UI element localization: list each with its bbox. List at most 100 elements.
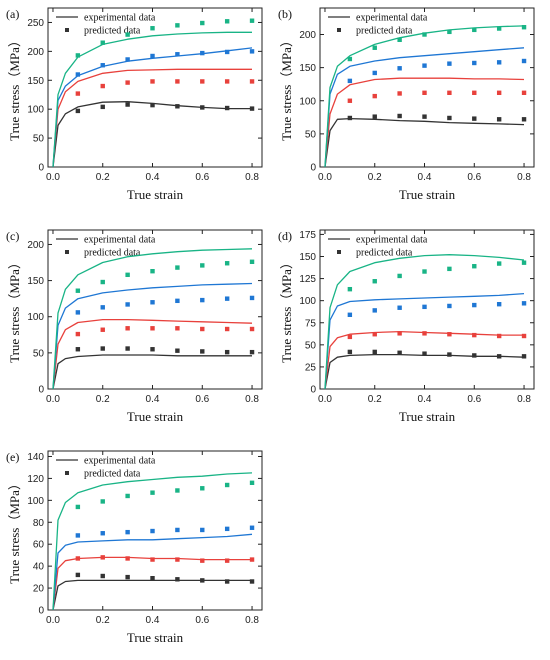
- predicted-point: [224, 79, 230, 84]
- y-tick-label: 100: [299, 296, 316, 307]
- experimental-line: [324, 25, 525, 168]
- panel-label: (d): [278, 229, 292, 243]
- predicted-point: [447, 61, 452, 66]
- panel-label: (e): [6, 450, 19, 464]
- predicted-point: [224, 19, 230, 24]
- predicted-point: [472, 116, 477, 121]
- predicted-point: [75, 572, 81, 578]
- legend-marker-swatch: [337, 28, 341, 32]
- predicted-point: [347, 98, 353, 103]
- legend-experimental-label: experimental data: [84, 13, 156, 24]
- chart-panel: 0.0 0.2 0.4 0.6 0.8 0 50 100 150 200 True strain Tr…: [278, 7, 535, 202]
- predicted-point: [372, 308, 377, 313]
- predicted-point: [75, 91, 81, 96]
- predicted-point: [224, 105, 230, 111]
- legend-experimental-label: experimental data: [356, 235, 428, 246]
- y-tick-label: 100: [27, 105, 44, 116]
- predicted-point: [496, 261, 502, 266]
- experimental-line: [52, 472, 253, 611]
- y-tick-label: 0: [310, 163, 316, 174]
- panel-label: (c): [6, 229, 19, 243]
- predicted-point: [447, 29, 452, 35]
- predicted-point: [224, 49, 230, 55]
- predicted-point: [200, 326, 205, 332]
- predicted-point: [150, 347, 155, 352]
- predicted-point: [397, 331, 402, 336]
- x-tick-label: 0.0: [46, 394, 60, 405]
- predicted-point: [100, 40, 105, 45]
- predicted-point: [472, 90, 477, 95]
- predicted-point: [150, 102, 155, 108]
- panel-label: (b): [278, 7, 292, 21]
- legend-predicted-label: predicted data: [356, 26, 413, 37]
- chart-panel: 0.0 0.2 0.4 0.6 0.8 0 50 100 150 200 250 True strai…: [6, 7, 263, 202]
- x-tick-label: 0.6: [195, 172, 209, 183]
- predicted-point: [249, 79, 255, 84]
- y-axis-title: True stress（MPa）: [7, 256, 22, 363]
- predicted-point: [422, 331, 427, 336]
- predicted-point: [496, 333, 502, 339]
- predicted-point: [200, 578, 205, 583]
- predicted-point: [249, 326, 255, 332]
- predicted-point: [224, 579, 230, 584]
- predicted-point: [521, 58, 527, 64]
- x-axis-title: True strain: [399, 409, 456, 424]
- predicted-point: [175, 577, 180, 582]
- predicted-point: [75, 533, 81, 538]
- predicted-point: [100, 279, 105, 285]
- predicted-point: [175, 79, 180, 84]
- predicted-point: [472, 60, 477, 66]
- predicted-point: [150, 79, 155, 84]
- x-tick-label: 0.4: [146, 615, 160, 626]
- predicted-point: [100, 305, 105, 310]
- predicted-point: [100, 63, 105, 68]
- y-tick-label: 0: [310, 385, 316, 396]
- experimental-line: [324, 254, 525, 390]
- experimental-line: [52, 101, 252, 168]
- x-tick-label: 0.4: [146, 394, 160, 405]
- predicted-point: [175, 326, 180, 331]
- predicted-point: [125, 32, 130, 37]
- y-tick-label: 100: [299, 96, 316, 107]
- x-axis-title: True strain: [127, 409, 184, 424]
- x-tick-label: 0.8: [517, 172, 531, 183]
- predicted-point: [224, 482, 230, 488]
- predicted-point: [75, 108, 81, 114]
- y-axis-title: True stress（MPa）: [279, 34, 294, 141]
- predicted-point: [496, 117, 502, 122]
- predicted-point: [249, 18, 255, 23]
- chart-panel: 0.0 0.2 0.4 0.6 0.8 0 25 50 75 100 125 150 175 True s…: [278, 229, 535, 424]
- predicted-point: [347, 78, 353, 84]
- x-tick-label: 0.6: [467, 172, 481, 183]
- predicted-point: [175, 348, 180, 353]
- x-tick-label: 0.2: [96, 172, 110, 183]
- predicted-point: [249, 525, 255, 530]
- predicted-point: [521, 354, 527, 359]
- predicted-point: [397, 91, 402, 96]
- predicted-point: [249, 480, 255, 485]
- y-tick-label: 140: [27, 452, 44, 463]
- predicted-point: [150, 268, 155, 274]
- predicted-point: [472, 27, 477, 33]
- legend-predicted-label: predicted data: [84, 248, 141, 259]
- x-axis-title: True strain: [127, 187, 184, 202]
- x-tick-label: 0.6: [195, 394, 209, 405]
- y-tick-label: 150: [27, 76, 44, 87]
- predicted-point: [496, 60, 502, 65]
- predicted-point: [521, 301, 527, 306]
- predicted-point: [75, 556, 81, 561]
- predicted-point: [125, 493, 130, 499]
- predicted-point: [200, 558, 205, 563]
- y-tick-label: 0: [38, 163, 44, 174]
- experimental-line: [52, 533, 253, 611]
- experimental-line: [52, 68, 252, 168]
- experimental-line: [52, 248, 253, 390]
- y-tick-label: 0: [38, 606, 44, 617]
- y-tick-label: 80: [33, 518, 45, 529]
- y-tick-label: 175: [299, 230, 316, 241]
- plot-frame: [47, 7, 263, 168]
- predicted-point: [521, 90, 527, 95]
- predicted-point: [347, 312, 353, 317]
- experimental-line: [52, 47, 253, 168]
